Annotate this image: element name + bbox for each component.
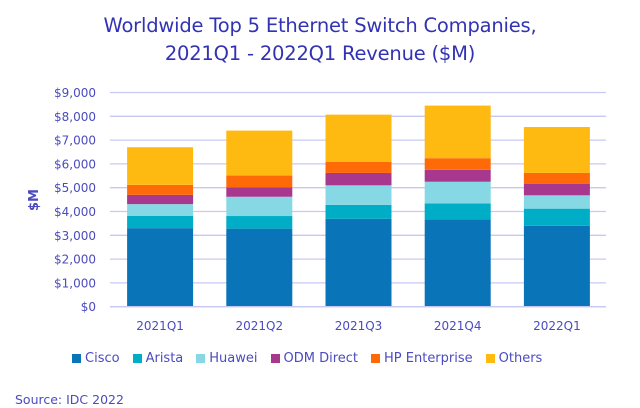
bar-segment-others: [127, 147, 194, 185]
chart-title-line-1: Worldwide Top 5 Ethernet Switch Companie…: [103, 14, 537, 37]
x-axis-ticks: 2021Q1 2021Q2 2021Q3 2021Q4 2022Q1: [110, 306, 606, 333]
y-tick-label: $2,000: [54, 253, 96, 267]
bar-segment-huawei: [424, 181, 491, 204]
bar-segment-arista: [424, 203, 491, 220]
y-tick-label: $0: [81, 300, 96, 314]
bar-segment-odm-direct: [127, 194, 194, 205]
bar-segment-odm-direct: [424, 169, 491, 182]
bar-segment-arista: [523, 208, 590, 226]
bar-segment-arista: [127, 215, 194, 229]
bar-segment-huawei: [127, 204, 194, 216]
bar-segment-others: [424, 105, 491, 159]
bar-stack-2022Q1: [523, 127, 590, 307]
x-tick-label: 2022Q1: [533, 319, 581, 333]
y-tick-label: $5,000: [54, 181, 96, 195]
chart-title-line-2: 2021Q1 - 2022Q1 Revenue ($M): [164, 42, 476, 65]
x-tick-label: 2021Q1: [136, 319, 184, 333]
bar-segment-odm-direct: [325, 172, 392, 186]
y-tick-label: $4,000: [54, 205, 96, 219]
bar-segment-cisco: [226, 228, 293, 307]
bar-segment-arista: [325, 204, 392, 219]
bar-segment-others: [325, 114, 392, 162]
y-tick-label: $1,000: [54, 276, 96, 290]
source-note: Source: IDC 2022: [15, 392, 124, 407]
bar-segment-others: [523, 127, 590, 173]
y-tick-label: $9,000: [54, 86, 96, 100]
bar-segment-hp-enterprise: [127, 184, 194, 195]
y-tick-label: $8,000: [54, 110, 96, 124]
x-tick-label: 2021Q3: [335, 319, 383, 333]
bar-stack-2021Q4: [424, 105, 491, 307]
y-axis-label: $M: [27, 189, 42, 211]
bar-segment-cisco: [325, 218, 392, 307]
legend-item-arista: Arista: [132, 351, 184, 366]
y-tick-label: $6,000: [54, 157, 96, 171]
legend-label: Others: [498, 351, 543, 366]
legend-label: Cisco: [85, 351, 120, 366]
bar-segment-huawei: [226, 196, 293, 217]
bar-segment-cisco: [424, 219, 491, 307]
legend-item-odm-direct: ODM Direct: [270, 351, 359, 366]
legend-item-others: Others: [485, 351, 543, 366]
legend: Cisco Arista Huawei ODM Direct HP Enterprise…: [72, 351, 555, 366]
legend-swatch: [72, 354, 81, 363]
legend-swatch: [485, 354, 495, 363]
bar-segment-cisco: [523, 225, 590, 307]
bar-segment-odm-direct: [523, 183, 590, 196]
legend-item-hp-enterprise: HP Enterprise: [371, 351, 473, 366]
bars: [127, 105, 590, 307]
bar-segment-huawei: [523, 195, 590, 209]
y-axis-ticks: $0 $1,000 $2,000 $3,000 $4,000 $5,000 $6,000 $7…: [54, 86, 96, 314]
legend-label: ODM Direct: [283, 351, 359, 366]
legend-item-cisco: Cisco: [72, 351, 120, 366]
y-tick-label: $3,000: [54, 229, 96, 243]
bar-segment-hp-enterprise: [523, 172, 590, 184]
legend-label: Huawei: [209, 351, 258, 366]
bar-segment-odm-direct: [226, 187, 293, 197]
bar-segment-hp-enterprise: [325, 161, 392, 173]
bar-segment-huawei: [325, 185, 392, 205]
bar-segment-hp-enterprise: [424, 158, 491, 170]
x-tick-label: 2021Q4: [434, 319, 482, 333]
bar-segment-cisco: [127, 228, 194, 307]
bar-stack-2021Q2: [226, 130, 293, 307]
x-tick-label: 2021Q2: [235, 319, 283, 333]
legend-label: HP Enterprise: [384, 351, 473, 366]
bar-segment-arista: [226, 216, 293, 229]
legend-label: Arista: [145, 351, 184, 366]
chart-title: Worldwide Top 5 Ethernet Switch Companie…: [0, 12, 640, 68]
bar-segment-hp-enterprise: [226, 175, 293, 188]
y-tick-label: $7,000: [54, 134, 96, 148]
legend-swatch: [132, 354, 142, 363]
legend-swatch: [371, 354, 381, 363]
legend-item-huawei: Huawei: [196, 351, 258, 366]
legend-swatch: [270, 354, 280, 363]
legend-swatch: [196, 354, 206, 363]
bar-stack-2021Q1: [127, 147, 194, 307]
bar-segment-others: [226, 130, 293, 176]
bar-stack-2021Q3: [325, 114, 392, 307]
